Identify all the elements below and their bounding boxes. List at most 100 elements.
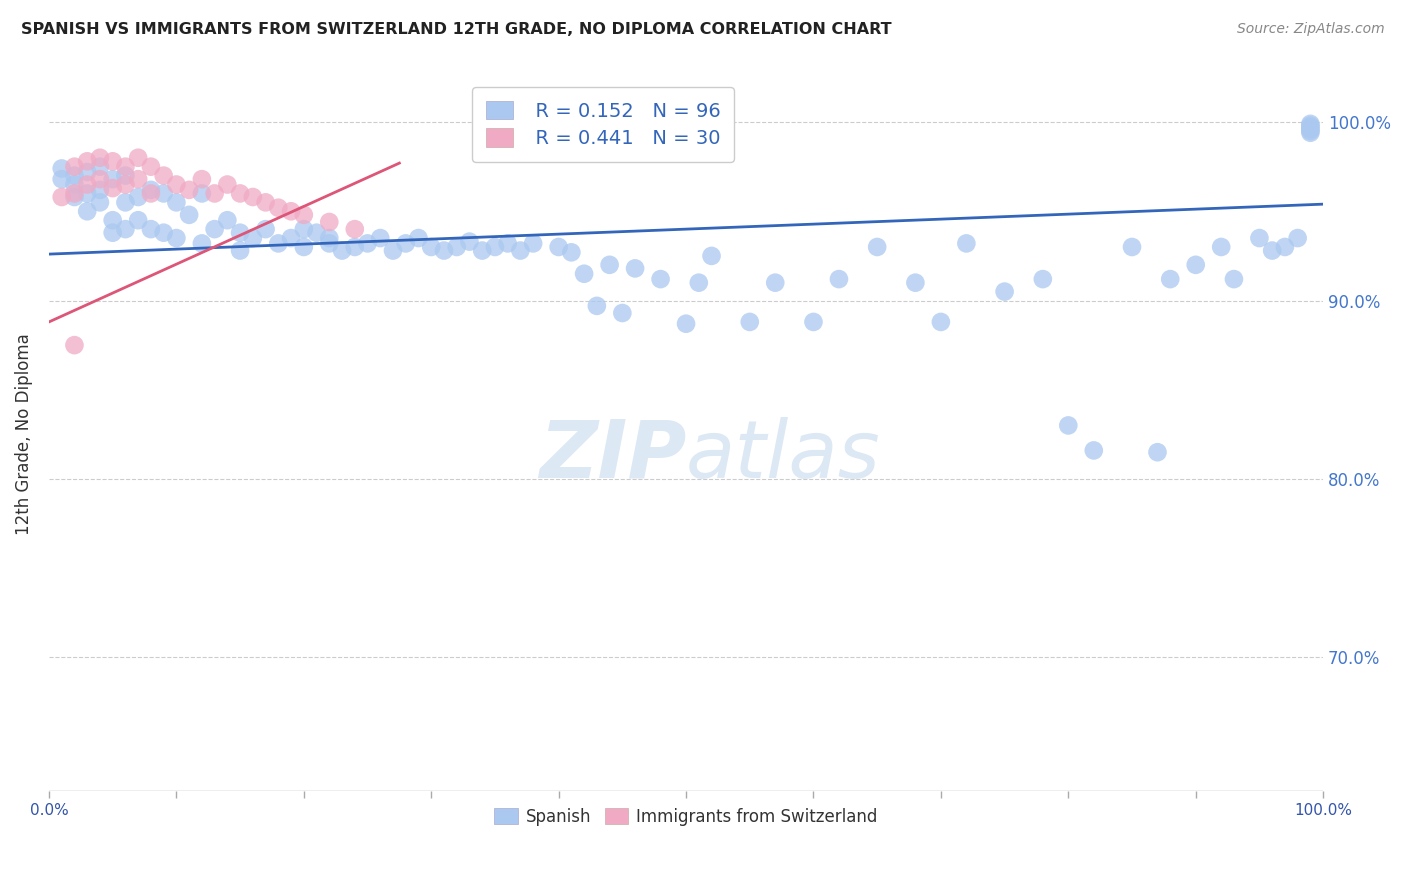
Point [1299,119,1322,133]
Point [127,172,149,186]
Point [904,276,927,290]
Point [191,172,214,186]
Point [127,213,149,227]
Point [254,195,277,210]
Point [1261,244,1284,258]
Point [165,195,187,210]
Point [1299,120,1322,135]
Point [763,276,786,290]
Point [1032,272,1054,286]
Point [267,236,290,251]
Point [828,272,851,286]
Point [217,178,239,192]
Point [101,226,124,240]
Point [1211,240,1233,254]
Point [63,178,86,192]
Point [217,213,239,227]
Point [76,154,98,169]
Point [127,190,149,204]
Point [305,226,328,240]
Point [165,178,187,192]
Point [458,235,481,249]
Point [1286,231,1309,245]
Point [738,315,761,329]
Point [484,240,506,254]
Point [803,315,825,329]
Point [254,222,277,236]
Point [229,186,252,201]
Point [114,195,136,210]
Point [89,151,111,165]
Point [242,190,264,204]
Point [89,160,111,174]
Point [152,186,174,201]
Point [292,208,315,222]
Point [612,306,634,320]
Point [560,245,582,260]
Y-axis label: 12th Grade, No Diploma: 12th Grade, No Diploma [15,334,32,535]
Point [395,236,418,251]
Point [63,186,86,201]
Point [165,231,187,245]
Point [101,154,124,169]
Point [866,240,889,254]
Text: Source: ZipAtlas.com: Source: ZipAtlas.com [1237,22,1385,37]
Point [1146,445,1168,459]
Point [1299,124,1322,138]
Point [267,201,290,215]
Point [420,240,443,254]
Point [624,261,647,276]
Point [356,236,378,251]
Point [1184,258,1206,272]
Point [179,208,201,222]
Point [152,169,174,183]
Point [280,231,302,245]
Point [204,222,226,236]
Legend: Spanish, Immigrants from Switzerland: Spanish, Immigrants from Switzerland [486,799,886,834]
Point [191,186,214,201]
Point [139,186,162,201]
Point [1057,418,1080,433]
Point [1299,117,1322,131]
Point [343,240,366,254]
Point [114,178,136,192]
Point [204,186,226,201]
Point [1121,240,1143,254]
Point [114,222,136,236]
Point [101,181,124,195]
Point [318,231,340,245]
Point [1274,240,1296,254]
Point [1083,443,1105,458]
Point [63,338,86,352]
Point [929,315,952,329]
Point [994,285,1017,299]
Point [89,172,111,186]
Point [242,231,264,245]
Point [63,169,86,183]
Point [139,183,162,197]
Point [76,204,98,219]
Point [1223,272,1246,286]
Point [382,244,405,258]
Point [152,226,174,240]
Point [509,244,531,258]
Point [433,244,456,258]
Point [471,244,494,258]
Point [292,222,315,236]
Point [446,240,468,254]
Point [76,165,98,179]
Point [368,231,391,245]
Point [179,183,201,197]
Point [114,160,136,174]
Point [318,215,340,229]
Point [76,178,98,192]
Text: SPANISH VS IMMIGRANTS FROM SWITZERLAND 12TH GRADE, NO DIPLOMA CORRELATION CHART: SPANISH VS IMMIGRANTS FROM SWITZERLAND 1… [21,22,891,37]
Point [51,190,73,204]
Point [89,183,111,197]
Point [51,161,73,176]
Point [127,151,149,165]
Point [1249,231,1271,245]
Point [522,236,544,251]
Point [700,249,723,263]
Point [1299,122,1322,136]
